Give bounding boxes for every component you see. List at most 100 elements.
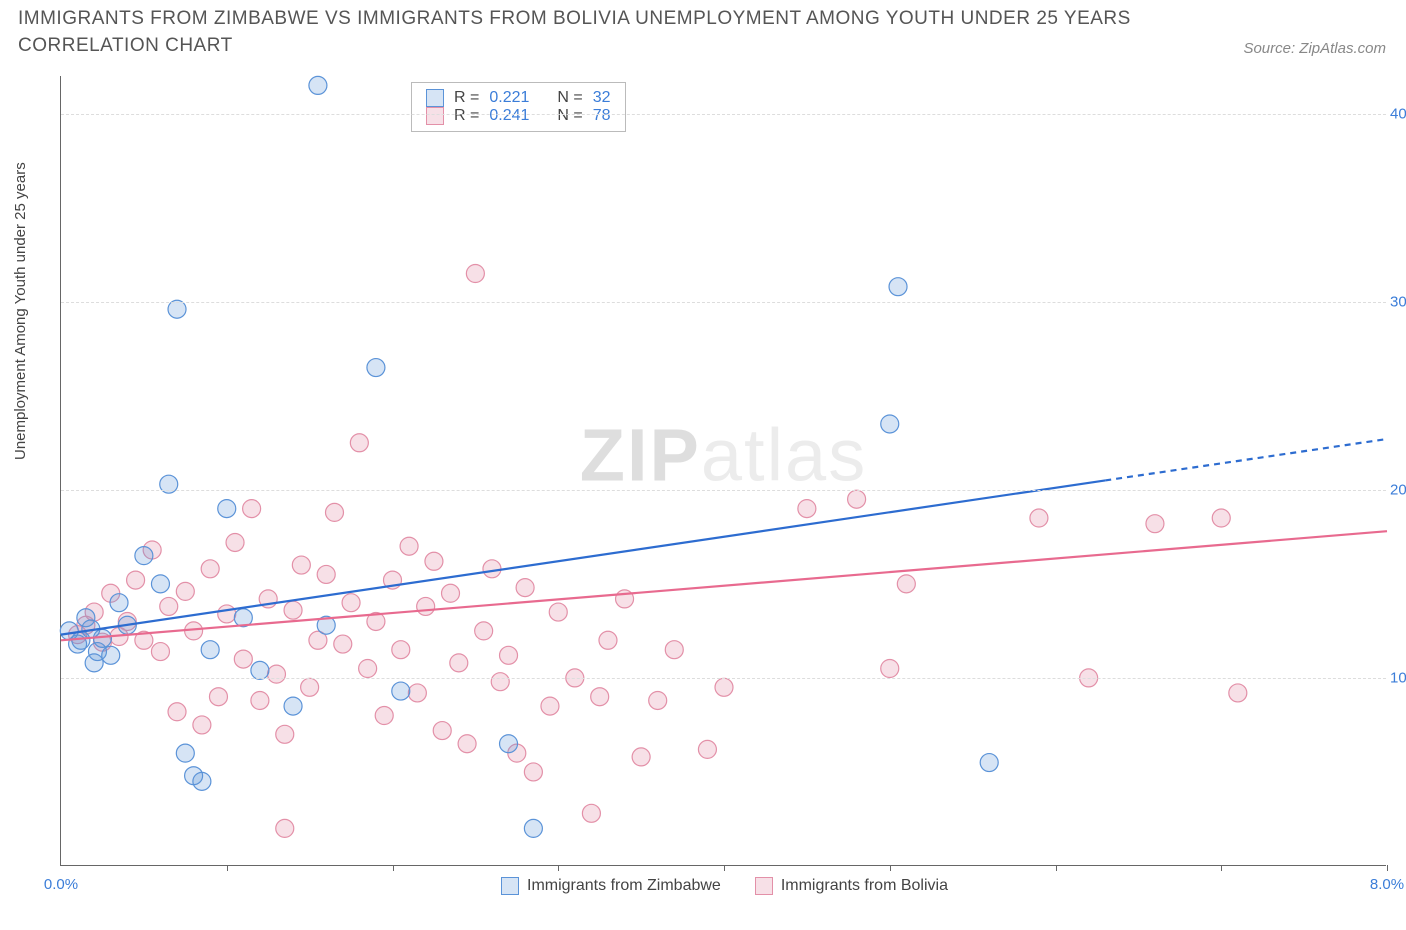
legend-r-value: 0.241 [489,107,529,125]
y-tick-label: 10.0% [1390,669,1406,686]
scatter-point [251,691,269,709]
scatter-plot-svg [61,76,1386,865]
scatter-point [715,678,733,696]
x-tick-label: 0.0% [44,876,78,893]
scatter-point [317,565,335,583]
scatter-point [408,684,426,702]
scatter-point [276,819,294,837]
scatter-point [325,503,343,521]
scatter-point [1030,509,1048,527]
scatter-point [632,748,650,766]
scatter-point [342,594,360,612]
scatter-point [209,688,227,706]
scatter-point [442,584,460,602]
scatter-point [392,641,410,659]
scatter-point [450,654,468,672]
scatter-point [500,735,518,753]
scatter-point [102,646,120,664]
x-tick [724,865,725,871]
scatter-point [160,597,178,615]
scatter-point [541,697,559,715]
scatter-point [151,643,169,661]
scatter-point [466,265,484,283]
scatter-point [309,76,327,94]
scatter-point [881,660,899,678]
scatter-point [334,635,352,653]
legend-r-label: R = [454,89,479,107]
scatter-point [698,740,716,758]
series-legend-item: Immigrants from Zimbabwe [501,877,721,895]
gridline [61,678,1386,679]
chart-plot-area: ZIPatlas R =0.221N =32R =0.241N =78 Immi… [60,76,1386,866]
x-tick [1221,865,1222,871]
source-attribution: Source: ZipAtlas.com [1243,40,1386,57]
scatter-point [110,594,128,612]
y-tick-label: 30.0% [1390,293,1406,310]
scatter-point [848,490,866,508]
scatter-point [176,744,194,762]
y-tick-label: 20.0% [1390,481,1406,498]
scatter-point [251,661,269,679]
scatter-point [201,560,219,578]
scatter-point [665,641,683,659]
gridline [61,302,1386,303]
scatter-point [234,650,252,668]
legend-swatch [426,89,444,107]
scatter-point [292,556,310,574]
scatter-point [425,552,443,570]
legend-r-label: R = [454,107,479,125]
scatter-point [359,660,377,678]
scatter-point [516,579,534,597]
scatter-point [980,754,998,772]
legend-swatch [755,877,773,895]
scatter-point [897,575,915,593]
scatter-point [301,678,319,696]
scatter-point [599,631,617,649]
scatter-point [218,500,236,518]
series-legend: Immigrants from Zimbabwe Immigrants from … [501,877,948,895]
scatter-point [284,601,302,619]
gridline [61,114,1386,115]
legend-n-value: 32 [593,89,611,107]
legend-n-label: N = [557,107,582,125]
scatter-point [582,804,600,822]
gridline [61,490,1386,491]
scatter-point [176,582,194,600]
scatter-point [375,707,393,725]
scatter-point [1212,509,1230,527]
scatter-point [350,434,368,452]
scatter-point [127,571,145,589]
scatter-point [417,597,435,615]
scatter-point [135,547,153,565]
legend-n-value: 78 [593,107,611,125]
scatter-point [193,716,211,734]
regression-line-extrapolated [1105,439,1387,480]
chart-title: IMMIGRANTS FROM ZIMBABWE VS IMMIGRANTS F… [18,6,1138,59]
scatter-point [168,300,186,318]
scatter-point [151,575,169,593]
scatter-point [367,359,385,377]
scatter-point [168,703,186,721]
scatter-point [524,763,542,781]
x-tick [890,865,891,871]
scatter-point [889,278,907,296]
series-legend-item: Immigrants from Bolivia [755,877,948,895]
scatter-point [500,646,518,664]
scatter-point [549,603,567,621]
legend-row: R = 0.241 N = 78 [426,107,611,125]
scatter-point [276,725,294,743]
scatter-point [267,665,285,683]
scatter-point [226,533,244,551]
scatter-point [1229,684,1247,702]
scatter-point [591,688,609,706]
scatter-point [524,819,542,837]
legend-n-label: N = [557,89,582,107]
legend-row: R =0.221N =32 [426,89,611,107]
scatter-point [201,641,219,659]
x-tick [1056,865,1057,871]
scatter-point [458,735,476,753]
y-axis-label: Unemployment Among Youth under 25 years [12,162,29,460]
x-tick-label: 8.0% [1370,876,1404,893]
scatter-point [649,691,667,709]
regression-line [61,531,1387,640]
